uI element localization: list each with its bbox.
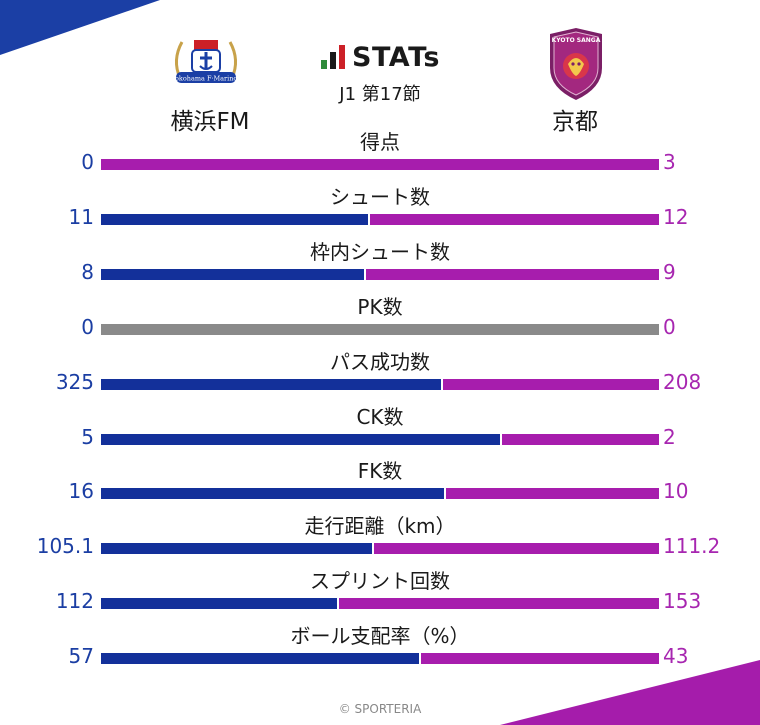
bar-gap <box>441 378 443 390</box>
home-value-label: 325 <box>55 369 94 394</box>
stat-bar <box>101 378 659 390</box>
home-value-label: 112 <box>55 589 94 614</box>
svg-text:KYOTO SANGA: KYOTO SANGA <box>552 37 601 44</box>
away-value-label: 2 <box>663 424 676 449</box>
bar-gap <box>419 653 421 665</box>
bar-gap <box>500 433 502 445</box>
bar-segment-away <box>374 543 659 555</box>
stat-bar <box>101 323 659 335</box>
svg-text:Yokohama F·Marinos: Yokohama F·Marinos <box>170 75 240 83</box>
away-value-label: 111.2 <box>663 534 721 559</box>
home-value-label: 5 <box>81 424 94 449</box>
home-value-label: 0 <box>81 314 94 339</box>
stat-bar <box>101 488 659 500</box>
stat-label: CK数 <box>356 404 404 429</box>
stat-label: シュート数 <box>330 184 430 209</box>
stat-bar <box>101 213 659 225</box>
round-label: J1 第17節 <box>339 84 421 105</box>
bar-segment-away <box>339 598 659 610</box>
away-value-label: 153 <box>663 589 702 614</box>
bar-segment-home <box>101 598 337 610</box>
bar-segment-home <box>101 488 444 500</box>
home-team-logo: Yokohama F·Marinos <box>170 40 241 83</box>
bar-segment-home <box>101 378 441 390</box>
bar-gap <box>372 543 374 555</box>
corner-decoration-bottom-right <box>500 660 760 725</box>
stat-label: スプリント回数 <box>310 569 450 594</box>
bar-segment-away <box>366 268 659 280</box>
copyright-footer: © SPORTERIA <box>338 702 422 716</box>
away-value-label: 9 <box>663 259 676 284</box>
stat-bar <box>101 268 659 280</box>
stat-bar <box>101 598 659 610</box>
bar-segment-home <box>101 653 419 665</box>
home-value-label: 105.1 <box>36 534 94 559</box>
corner-decoration-top-left <box>0 0 160 55</box>
bar-gap <box>364 268 366 280</box>
bar-segment-away <box>421 653 659 665</box>
stat-label: 得点 <box>360 130 400 154</box>
home-value-label: 16 <box>68 479 94 504</box>
away-value-label: 0 <box>663 314 676 339</box>
home-value-label: 11 <box>68 204 94 229</box>
stats-brand: STATs <box>305 40 455 74</box>
bar-segment-away <box>443 378 659 390</box>
stat-label: 走行距離（km） <box>304 514 456 539</box>
stat-label: パス成功数 <box>330 349 430 374</box>
bar-segment-away <box>446 488 659 500</box>
away-value-label: 208 <box>663 369 702 394</box>
home-team-name: 横浜FM <box>170 109 250 135</box>
bar-segment-home <box>101 543 372 555</box>
home-value-label: 57 <box>68 644 94 669</box>
bar-segment-home <box>101 268 364 280</box>
bar-gap <box>368 213 370 225</box>
stat-bar <box>101 543 659 555</box>
stat-label: ボール支配率（%） <box>290 624 470 649</box>
stat-label: 枠内シュート数 <box>310 239 450 264</box>
stat-label: FK数 <box>357 459 403 484</box>
bar-segment-away <box>370 213 659 225</box>
away-team-name: 京都 <box>552 109 598 135</box>
bar-segment-home <box>101 433 500 445</box>
bar-chart-icon <box>321 45 345 69</box>
stat-label: PK数 <box>357 294 403 319</box>
bar-segment-away <box>101 159 659 170</box>
away-team-logo: KYOTO SANGA <box>550 28 602 100</box>
bar-segment-home <box>101 213 368 225</box>
stat-bar <box>101 433 659 445</box>
bar-gap <box>337 598 339 610</box>
away-value-label: 10 <box>663 479 689 504</box>
brand-title: STATs <box>352 41 440 73</box>
bar-segment-away <box>502 433 659 445</box>
away-value-label: 43 <box>663 644 689 669</box>
home-value-label: 0 <box>81 150 94 174</box>
bar-segment-empty <box>101 323 659 335</box>
stat-bar <box>101 159 659 170</box>
stat-bar <box>101 653 659 665</box>
away-value-label: 12 <box>663 204 689 229</box>
bar-gap <box>444 488 446 500</box>
home-value-label: 8 <box>81 259 94 284</box>
away-value-label: 3 <box>663 150 676 174</box>
